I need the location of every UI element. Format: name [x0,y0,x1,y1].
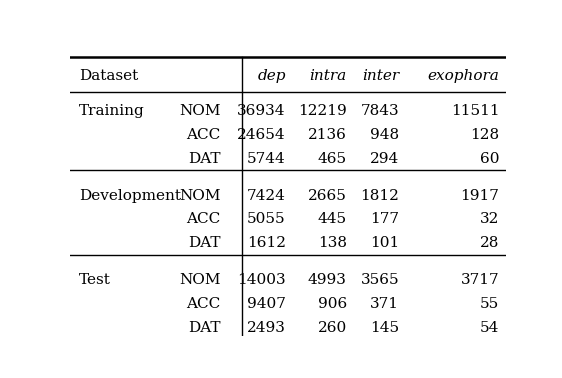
Text: DAT: DAT [188,152,220,166]
Text: Training: Training [79,104,144,118]
Text: 5055: 5055 [247,212,286,226]
Text: 9407: 9407 [247,297,286,311]
Text: NOM: NOM [179,273,220,287]
Text: Development: Development [79,189,181,203]
Text: 177: 177 [370,212,399,226]
Text: 24654: 24654 [237,128,286,142]
Text: inter: inter [362,69,399,83]
Text: 1612: 1612 [247,236,286,250]
Text: ACC: ACC [186,212,220,226]
Text: 371: 371 [370,297,399,311]
Text: ACC: ACC [186,128,220,142]
Text: 145: 145 [370,321,399,335]
Text: 1917: 1917 [460,189,499,203]
Text: 54: 54 [480,321,499,335]
Text: 948: 948 [370,128,399,142]
Text: DAT: DAT [188,321,220,335]
Text: 906: 906 [318,297,347,311]
Text: 2665: 2665 [308,189,347,203]
Text: Test: Test [79,273,111,287]
Text: 28: 28 [480,236,499,250]
Text: dep: dep [257,69,286,83]
Text: 2493: 2493 [247,321,286,335]
Text: 260: 260 [318,321,347,335]
Text: 294: 294 [370,152,399,166]
Text: 11511: 11511 [451,104,499,118]
Text: 2136: 2136 [308,128,347,142]
Text: Dataset: Dataset [79,69,138,83]
Text: 5744: 5744 [247,152,286,166]
Text: 445: 445 [318,212,347,226]
Text: 138: 138 [318,236,347,250]
Text: 7843: 7843 [360,104,399,118]
Text: ACC: ACC [186,297,220,311]
Text: 3717: 3717 [461,273,499,287]
Text: 55: 55 [480,297,499,311]
Text: NOM: NOM [179,189,220,203]
Text: 3565: 3565 [360,273,399,287]
Text: NOM: NOM [179,104,220,118]
Text: 14003: 14003 [237,273,286,287]
Text: 4993: 4993 [308,273,347,287]
Text: 101: 101 [370,236,399,250]
Text: exophora: exophora [427,69,499,83]
Text: 7424: 7424 [247,189,286,203]
Text: 32: 32 [480,212,499,226]
Text: 36934: 36934 [237,104,286,118]
Text: 128: 128 [470,128,499,142]
Text: 12219: 12219 [298,104,347,118]
Text: 1812: 1812 [360,189,399,203]
Text: DAT: DAT [188,236,220,250]
Text: 465: 465 [318,152,347,166]
Text: intra: intra [310,69,347,83]
Text: 60: 60 [480,152,499,166]
